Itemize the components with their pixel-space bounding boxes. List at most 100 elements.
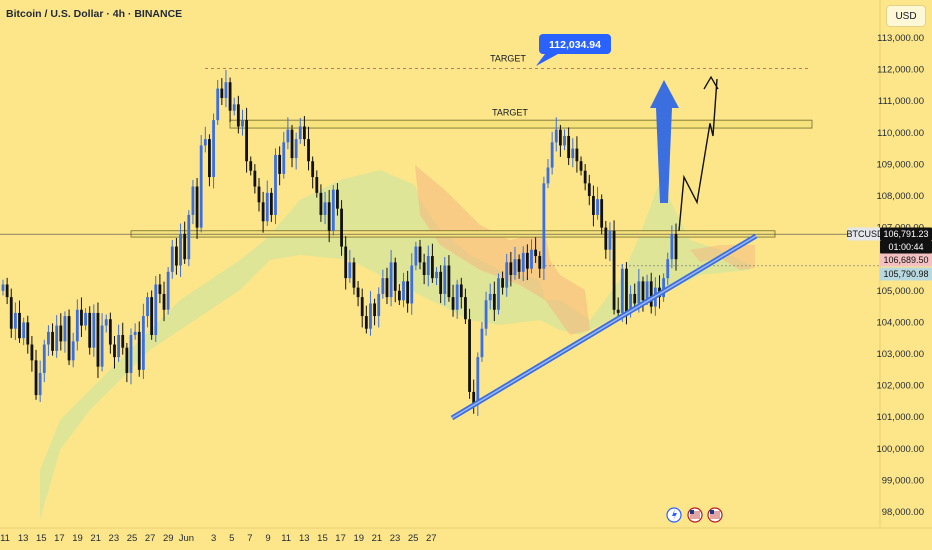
- candle-body: [455, 284, 459, 310]
- time-axis-tick: 21: [90, 533, 101, 544]
- candle-body: [220, 88, 224, 99]
- candle-body: [670, 233, 674, 260]
- time-axis-tick: 19: [353, 533, 364, 544]
- time-axis-tick: 29: [163, 533, 174, 544]
- candle-body: [9, 297, 13, 329]
- candle-body: [13, 312, 17, 329]
- candle-body: [175, 246, 178, 266]
- candle-body: [117, 335, 121, 358]
- candle-body: [364, 316, 368, 329]
- candle-body: [236, 104, 240, 127]
- level-2-tag-box: [880, 267, 932, 281]
- candle-body: [385, 278, 389, 298]
- candle-body: [282, 142, 286, 174]
- candle-body: [600, 199, 604, 228]
- candle-body: [51, 331, 54, 351]
- time-axis-tick: 15: [36, 533, 47, 544]
- candle-body: [534, 249, 538, 257]
- candle-body: [608, 230, 612, 250]
- time-axis-tick: 11: [0, 533, 10, 544]
- candle-body: [592, 196, 595, 215]
- candle-body: [203, 139, 207, 146]
- candle-body: [18, 312, 21, 339]
- candle-body: [269, 192, 273, 215]
- candle-body: [22, 322, 26, 339]
- symbol-tag-box: [848, 227, 882, 241]
- candle-body: [625, 268, 628, 313]
- price-axis-tick: 103,000.00: [876, 349, 924, 360]
- resistance-zone: [229, 119, 813, 129]
- candle-body: [241, 120, 244, 127]
- candle-body: [298, 126, 302, 140]
- candle-body: [517, 259, 521, 272]
- candle-body: [583, 170, 587, 184]
- candle-body: [96, 312, 100, 367]
- candle-body: [92, 312, 96, 348]
- time-axis-tick: 13: [18, 533, 29, 544]
- price-axis-tick: 99,000.00: [882, 475, 924, 486]
- candle-body: [71, 341, 75, 361]
- candle-body: [249, 161, 253, 171]
- candle-body: [187, 214, 191, 260]
- candle-body: [620, 268, 624, 313]
- ichimoku-cloud-bullish: [40, 170, 750, 520]
- time-axis-tick: Jun: [179, 533, 194, 544]
- countdown-tag-box: [880, 240, 932, 254]
- candle-body: [439, 271, 443, 294]
- candle-body: [484, 300, 488, 329]
- currency-button[interactable]: USD: [886, 5, 926, 27]
- price-axis-tick: 100,000.00: [876, 444, 924, 455]
- candle-body: [307, 139, 310, 162]
- candle-body: [67, 316, 71, 361]
- candle-body: [505, 262, 509, 288]
- countdown-tag: 01:00:44: [888, 242, 923, 252]
- candle-body: [158, 284, 162, 294]
- time-axis-tick: 27: [426, 533, 437, 544]
- candle-body: [513, 259, 517, 275]
- candle-body: [666, 259, 670, 279]
- candle-body: [133, 331, 137, 336]
- candle-body: [369, 303, 372, 329]
- candle-body: [571, 148, 575, 159]
- time-axis-tick: 9: [265, 533, 270, 544]
- candle-body: [550, 142, 554, 168]
- candle-body: [393, 262, 397, 291]
- last-price-tag: 106,791.23: [883, 229, 928, 239]
- candle-body: [141, 316, 145, 370]
- candle-body: [55, 325, 59, 351]
- candle-body: [245, 120, 249, 162]
- candle-body: [88, 312, 92, 348]
- candle-body: [42, 344, 46, 373]
- price-axis-tick: 104,000.00: [876, 317, 924, 328]
- candle-body: [104, 319, 108, 326]
- price-axis-tick: 98,000.00: [882, 507, 924, 518]
- candle-body: [278, 154, 282, 174]
- candle-body: [319, 192, 323, 215]
- candle-body: [567, 135, 571, 159]
- candle-body: [406, 281, 410, 304]
- candle-body: [191, 186, 195, 215]
- level-1-tag: 106,689.50: [883, 255, 928, 265]
- candle-body: [509, 262, 513, 275]
- candle-body: [183, 233, 187, 260]
- candle-body: [352, 262, 356, 288]
- candle-body: [381, 278, 385, 294]
- candle-body: [476, 357, 480, 405]
- candle-body: [100, 325, 104, 367]
- time-axis-tick: 3: [211, 533, 216, 544]
- candle-body: [554, 129, 558, 143]
- target-upper-label: TARGET: [490, 53, 526, 63]
- ichimoku-cloud-bearish: [415, 165, 590, 335]
- candle-body: [232, 104, 236, 111]
- candle-body: [315, 177, 319, 193]
- candle-body: [80, 309, 83, 326]
- target-callout-pointer: [536, 54, 558, 66]
- candle-body: [430, 256, 434, 279]
- candle-body: [274, 154, 277, 215]
- candle-body: [501, 278, 504, 288]
- candle-body: [290, 129, 294, 159]
- candle-body: [649, 281, 653, 307]
- time-axis-tick: 19: [72, 533, 83, 544]
- flag-canton: [690, 510, 694, 514]
